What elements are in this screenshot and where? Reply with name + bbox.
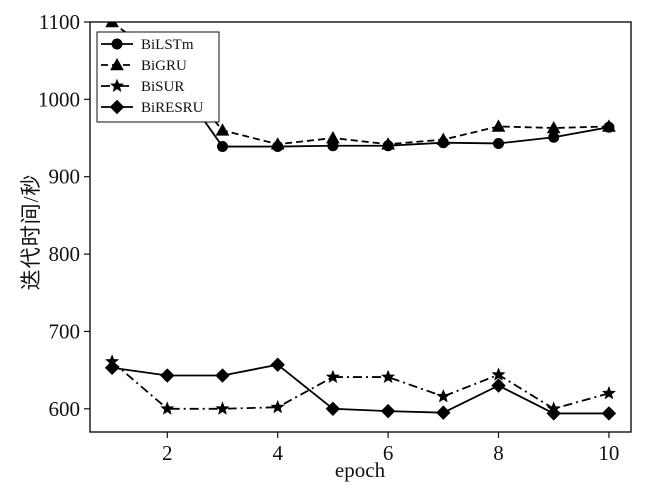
legend-marker-bisur	[109, 78, 125, 92]
legend-label-bisur: BiSUR	[141, 79, 184, 95]
data-point-bisur	[325, 369, 340, 384]
legend-label-biresru: BiRESRU	[141, 100, 204, 116]
data-point-bilstm	[493, 137, 505, 149]
data-point-bisur	[160, 401, 175, 415]
data-point-biresru	[380, 403, 396, 419]
data-point-bigru	[602, 119, 616, 132]
series-bisur	[105, 354, 616, 415]
data-point-bisur	[270, 399, 285, 414]
series-line-bisur	[111, 360, 610, 410]
legend-label-bilstm: BiLSTm	[141, 37, 194, 53]
data-point-bisur	[381, 369, 396, 384]
data-point-bisur	[215, 401, 230, 415]
y-tick-label: 900	[49, 165, 81, 189]
series-line-biresru	[111, 363, 609, 415]
y-axis-label: 迭代时间/秒	[19, 174, 43, 291]
y-tick-label: 700	[49, 319, 81, 343]
data-point-biresru	[491, 378, 506, 393]
x-tick-label: 4	[272, 441, 283, 465]
x-axis: 2 4 6 8 10	[162, 432, 619, 465]
data-point-bilstm	[548, 131, 560, 143]
y-tick-label: 1100	[39, 10, 80, 34]
x-axis-label: epoch	[335, 458, 386, 482]
legend-marker-bilstm	[111, 38, 123, 50]
y-tick-label: 800	[49, 242, 81, 266]
data-point-biresru	[601, 406, 617, 421]
data-point-bigru	[105, 22, 119, 28]
data-point-bigru	[491, 119, 506, 132]
data-point-biresru	[215, 368, 230, 383]
data-point-bigru	[436, 132, 451, 145]
data-point-biresru	[436, 405, 451, 420]
data-point-biresru	[546, 406, 561, 421]
y-axis: 600 700 800 900 1000 1100	[38, 10, 90, 421]
data-point-bisur	[491, 367, 506, 381]
series-biresru	[104, 357, 617, 421]
data-point-bigru	[270, 137, 285, 150]
data-point-bigru	[546, 120, 561, 134]
data-point-bisur	[601, 385, 616, 400]
data-point-bigru	[326, 131, 340, 144]
x-tick-label: 2	[162, 441, 173, 465]
data-point-biresru	[325, 401, 341, 416]
data-point-biresru	[160, 368, 175, 383]
data-point-bisur	[436, 389, 451, 403]
data-point-bigru	[381, 137, 395, 150]
legend-marker-bigru	[110, 57, 124, 71]
data-point-biresru	[270, 357, 285, 372]
legend-label-bigru: BiGRU	[141, 58, 187, 74]
data-point-biresru	[104, 360, 120, 375]
legend: BiLSTm BiGRU BiSUR BiRESRU	[96, 31, 220, 123]
data-point-bilstm	[216, 141, 228, 153]
data-point-bigru	[215, 123, 230, 136]
x-tick-label: 10	[598, 441, 619, 465]
y-tick-label: 1000	[38, 87, 80, 111]
y-tick-label: 600	[49, 397, 81, 421]
plot-frame	[89, 21, 632, 433]
x-tick-label: 6	[383, 441, 394, 465]
x-tick-label: 8	[493, 441, 504, 465]
legend-marker-biresru	[109, 99, 125, 115]
